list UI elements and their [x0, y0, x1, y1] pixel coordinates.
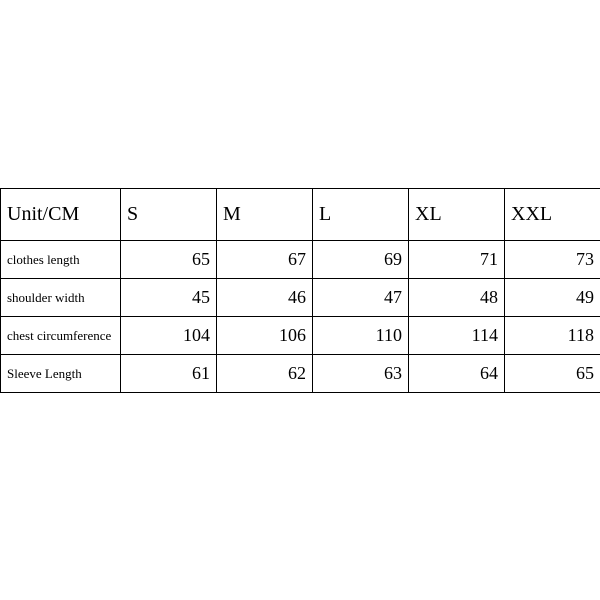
cell: 71 [409, 241, 505, 279]
row-label: Sleeve Length [1, 355, 121, 393]
cell: 48 [409, 279, 505, 317]
cell: 45 [121, 279, 217, 317]
cell: 104 [121, 317, 217, 355]
row-label: shoulder width [1, 279, 121, 317]
cell: 46 [217, 279, 313, 317]
cell: 67 [217, 241, 313, 279]
cell: 118 [505, 317, 600, 355]
cell: 114 [409, 317, 505, 355]
col-header: M [217, 189, 313, 241]
row-label: chest circumference [1, 317, 121, 355]
cell: 69 [313, 241, 409, 279]
cell: 63 [313, 355, 409, 393]
col-header: XL [409, 189, 505, 241]
table-header-row: Unit/CM S M L XL XXL [1, 189, 600, 241]
cell: 47 [313, 279, 409, 317]
cell: 73 [505, 241, 600, 279]
table-row: clothes length 65 67 69 71 73 [1, 241, 600, 279]
cell: 110 [313, 317, 409, 355]
cell: 62 [217, 355, 313, 393]
cell: 64 [409, 355, 505, 393]
cell: 106 [217, 317, 313, 355]
size-table: Unit/CM S M L XL XXL clothes length 65 6… [0, 188, 600, 393]
cell: 65 [121, 241, 217, 279]
cell: 65 [505, 355, 600, 393]
cell: 49 [505, 279, 600, 317]
col-header: S [121, 189, 217, 241]
row-label: clothes length [1, 241, 121, 279]
size-chart: Unit/CM S M L XL XXL clothes length 65 6… [0, 188, 600, 393]
col-header: L [313, 189, 409, 241]
unit-header: Unit/CM [1, 189, 121, 241]
cell: 61 [121, 355, 217, 393]
table-row: chest circumference 104 106 110 114 118 [1, 317, 600, 355]
col-header: XXL [505, 189, 600, 241]
table-row: Sleeve Length 61 62 63 64 65 [1, 355, 600, 393]
table-row: shoulder width 45 46 47 48 49 [1, 279, 600, 317]
